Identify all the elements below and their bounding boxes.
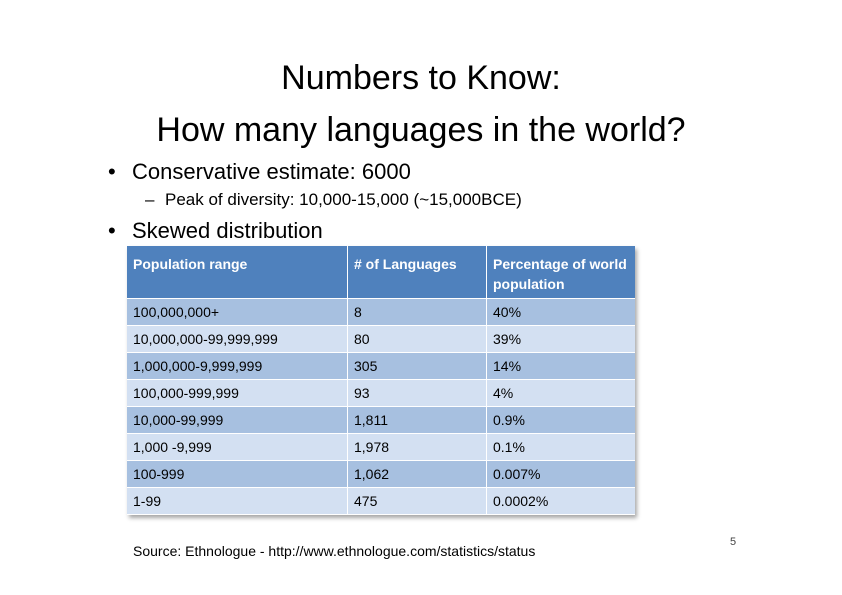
language-distribution-table: Population range # of Languages Percenta… [127, 246, 635, 515]
bullet-dot-icon: • [108, 218, 116, 243]
table-cell: 14% [486, 352, 635, 380]
table-cell: 1,811 [347, 406, 487, 434]
table-cell: 1,978 [347, 433, 487, 461]
table-cell: 305 [347, 352, 487, 380]
table-row: 1,000 -9,999 1,978 0.1% [127, 433, 635, 461]
table-cell: 0.9% [486, 406, 635, 434]
table-cell: 100,000,000+ [127, 298, 348, 326]
table-cell: 4% [486, 379, 635, 407]
column-header: Population range [127, 246, 348, 299]
table-cell: 100-999 [127, 460, 348, 488]
bullet-conservative-estimate: • Conservative estimate: 6000 [108, 159, 411, 185]
table-cell: 80 [347, 325, 487, 353]
table-cell: 0.007% [486, 460, 635, 488]
slide-title: Numbers to Know: How many languages in t… [0, 52, 842, 156]
bullet-skewed-distribution: • Skewed distribution [108, 218, 323, 244]
table-cell: 1,062 [347, 460, 487, 488]
table-row: 100,000-999,999 93 4% [127, 379, 635, 407]
table-cell: 0.1% [486, 433, 635, 461]
bullet-text: Conservative estimate: 6000 [132, 159, 411, 184]
table-cell: 1,000,000-9,999,999 [127, 352, 348, 380]
table-cell: 10,000,000-99,999,999 [127, 325, 348, 353]
table-cell: 1,000 -9,999 [127, 433, 348, 461]
page-number: 5 [730, 536, 737, 548]
table-cell: 475 [347, 487, 487, 515]
column-header: Percentage of world population [486, 246, 635, 299]
title-line-1: Numbers to Know: [281, 59, 561, 97]
table-row: 10,000-99,999 1,811 0.9% [127, 406, 635, 434]
sub-bullet-peak-diversity: – Peak of diversity: 10,000-15,000 (~15,… [145, 190, 522, 210]
source-citation: Source: Ethnologue - http://www.ethnolog… [133, 543, 536, 559]
table-row: 100,000,000+ 8 40% [127, 298, 635, 326]
dash-icon: – [145, 190, 155, 209]
table-row: 1-99 475 0.0002% [127, 487, 635, 515]
sub-bullet-text: Peak of diversity: 10,000-15,000 (~15,00… [165, 190, 522, 209]
table-header-row: Population range # of Languages Percenta… [127, 246, 635, 299]
table-row: 1,000,000-9,999,999 305 14% [127, 352, 635, 380]
column-header: # of Languages [347, 246, 487, 299]
table-cell: 39% [486, 325, 635, 353]
table-row: 10,000,000-99,999,999 80 39% [127, 325, 635, 353]
bullet-text: Skewed distribution [132, 218, 323, 243]
table-cell: 100,000-999,999 [127, 379, 348, 407]
table-row: 100-999 1,062 0.007% [127, 460, 635, 488]
table-cell: 0.0002% [486, 487, 635, 515]
title-line-2: How many languages in the world? [156, 111, 686, 149]
table-cell: 40% [486, 298, 635, 326]
bullet-dot-icon: • [108, 159, 116, 184]
table-cell: 93 [347, 379, 487, 407]
table-cell: 8 [347, 298, 487, 326]
table-cell: 1-99 [127, 487, 348, 515]
table-cell: 10,000-99,999 [127, 406, 348, 434]
